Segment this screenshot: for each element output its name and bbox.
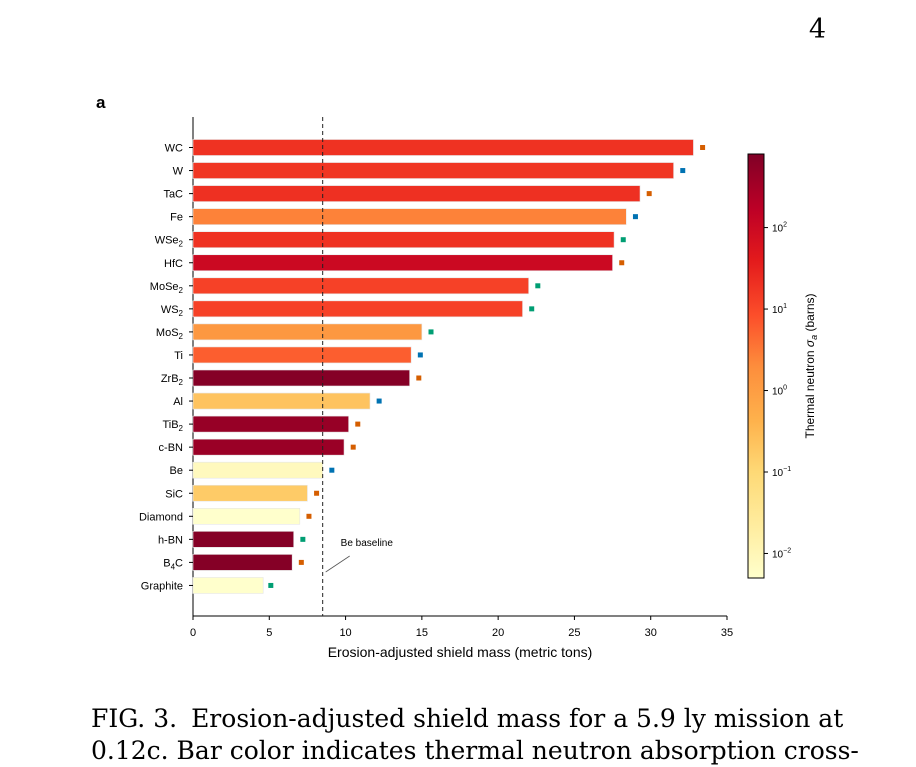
category-label: TiB2 bbox=[162, 419, 183, 433]
marker bbox=[350, 444, 356, 450]
bar bbox=[192, 277, 529, 295]
be-baseline-pointer bbox=[325, 555, 350, 573]
marker bbox=[529, 306, 535, 312]
category-label: B4C bbox=[163, 557, 183, 571]
category-label: h-BN bbox=[158, 534, 183, 546]
x-tick-label: 25 bbox=[568, 627, 580, 639]
bar bbox=[192, 208, 627, 225]
bars bbox=[192, 139, 694, 594]
category-labels: WC W TaC Fe WSe2 HfC MoSe2 WS2 MoS2 Ti ZrB2 Al TiB2 c… bbox=[139, 143, 193, 592]
bar bbox=[192, 392, 371, 410]
bar bbox=[192, 507, 301, 525]
bar bbox=[192, 438, 345, 456]
marker bbox=[619, 260, 625, 266]
colorbar-tick-label: 10−1 bbox=[772, 466, 791, 479]
marker bbox=[620, 237, 626, 243]
marker bbox=[416, 375, 422, 381]
bar bbox=[192, 231, 615, 248]
x-tick-label: 10 bbox=[339, 627, 351, 639]
bar bbox=[192, 185, 641, 202]
marker bbox=[535, 283, 541, 289]
colorbar-tick-label: 100 bbox=[772, 385, 787, 398]
marker bbox=[300, 536, 306, 542]
x-ticks: 0 5 10 15 20 25 30 35 bbox=[190, 616, 733, 639]
colorbar: 10−2 10−1 100 101 102 Thermal neutron σa (bar… bbox=[747, 153, 819, 579]
reference-line-group: Be baseline bbox=[322, 117, 394, 616]
category-label: SiC bbox=[165, 488, 183, 500]
marker bbox=[329, 467, 335, 473]
x-tick-label: 15 bbox=[416, 627, 428, 639]
category-label: TaC bbox=[163, 189, 183, 201]
category-label: ZrB2 bbox=[161, 373, 184, 387]
colorbar-tick-label: 10−2 bbox=[772, 547, 791, 560]
marker bbox=[314, 490, 320, 496]
x-tick-label: 0 bbox=[190, 627, 196, 639]
colorbar-tick-label: 101 bbox=[772, 303, 787, 316]
marker bbox=[268, 582, 274, 588]
category-label: Graphite bbox=[141, 580, 183, 592]
category-label: MoS2 bbox=[156, 327, 184, 341]
panel-label: a bbox=[96, 93, 106, 112]
bar bbox=[192, 577, 264, 594]
shield-mass-bar-chart: WC W TaC Fe WSe2 HfC MoSe2 WS2 MoS2 Ti ZrB2 Al TiB2 c… bbox=[139, 117, 819, 660]
bar bbox=[192, 554, 293, 571]
x-tick-label: 30 bbox=[645, 627, 657, 639]
category-label: Al bbox=[173, 396, 183, 408]
caption-line-2: 0.12c. Bar color indicates thermal neutr… bbox=[91, 736, 859, 765]
markers bbox=[268, 145, 706, 588]
category-label: Fe bbox=[170, 212, 183, 224]
colorbar-tick-label: 102 bbox=[772, 222, 787, 235]
caption-fig-label: FIG. 3. bbox=[91, 704, 178, 733]
bar bbox=[192, 461, 323, 479]
bar bbox=[192, 369, 410, 387]
marker bbox=[700, 145, 706, 150]
bar bbox=[192, 484, 308, 502]
bar bbox=[192, 415, 349, 433]
category-label: WC bbox=[165, 143, 183, 155]
marker bbox=[417, 352, 423, 358]
bar bbox=[192, 300, 523, 318]
bar bbox=[192, 162, 674, 179]
bar bbox=[192, 346, 412, 364]
marker bbox=[680, 168, 686, 174]
category-label: MoSe2 bbox=[150, 281, 184, 295]
category-label: Diamond bbox=[139, 511, 183, 523]
caption-text-1: Erosion-adjusted shield mass for a 5.9 l… bbox=[191, 704, 844, 733]
marker bbox=[298, 559, 304, 565]
category-label: c-BN bbox=[159, 442, 184, 454]
category-label: Be bbox=[170, 465, 183, 477]
marker bbox=[646, 191, 652, 197]
figure-caption: FIG. 3. Erosion-adjusted shield mass for … bbox=[91, 703, 859, 767]
caption-line-1: FIG. 3. Erosion-adjusted shield mass for … bbox=[91, 703, 851, 735]
x-tick-label: 20 bbox=[492, 627, 504, 639]
category-label: WS2 bbox=[161, 304, 184, 318]
category-label: HfC bbox=[164, 258, 183, 270]
bar bbox=[192, 139, 694, 156]
category-label: Ti bbox=[174, 350, 183, 362]
be-baseline-label: Be baseline bbox=[341, 538, 394, 549]
marker bbox=[376, 398, 382, 404]
bar bbox=[192, 254, 613, 272]
x-tick-label: 35 bbox=[721, 627, 733, 639]
marker bbox=[355, 421, 361, 427]
colorbar-gradient bbox=[747, 153, 765, 579]
bar bbox=[192, 531, 294, 548]
bar bbox=[192, 323, 423, 341]
colorbar-label: Thermal neutron σa (barns) bbox=[803, 293, 819, 438]
x-axis-label: Erosion-adjusted shield mass (metric ton… bbox=[328, 644, 593, 660]
category-label: W bbox=[173, 166, 184, 178]
marker bbox=[632, 214, 638, 220]
x-tick-label: 5 bbox=[266, 627, 272, 639]
category-label: WSe2 bbox=[155, 235, 184, 249]
page-number: 4 bbox=[808, 14, 826, 45]
marker bbox=[428, 329, 434, 335]
marker bbox=[306, 513, 312, 519]
